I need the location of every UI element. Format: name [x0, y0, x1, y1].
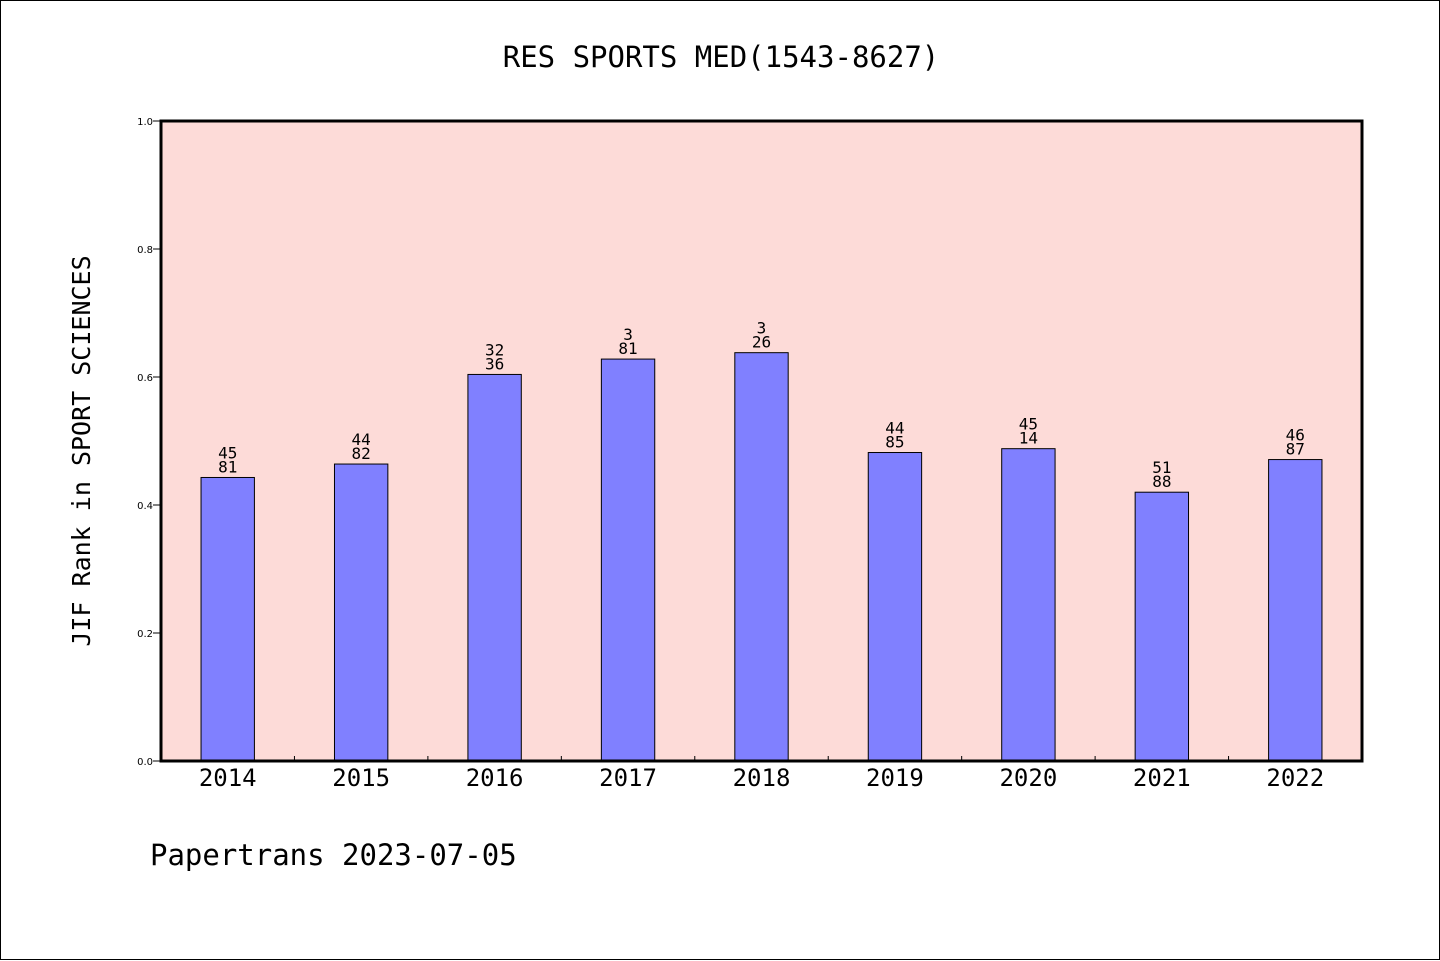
bar-label-bottom-2015: 82	[352, 444, 371, 463]
plot-border	[159, 119, 1364, 763]
bar-label-bottom-2017: 81	[618, 339, 637, 358]
bar-2022	[1268, 459, 1323, 762]
bar-label-top-2017: 3	[623, 325, 633, 344]
bar-label-bottom-2018: 26	[752, 333, 771, 352]
y-axis-label: JIF Rank in SPORT SCIENCES	[67, 255, 96, 646]
y-tick-label-0.8: 0.8	[137, 245, 153, 256]
bar-2020	[1001, 448, 1056, 762]
y-tick-label-0.4: 0.4	[137, 501, 153, 512]
x-tick-label-2021: 2021	[1133, 764, 1191, 792]
y-tick-label-1.0: 1.0	[137, 117, 153, 128]
bar-label-bottom-2016: 36	[485, 354, 504, 373]
x-tick-label-2022: 2022	[1266, 764, 1324, 792]
x-tick-label-2018: 2018	[733, 764, 791, 792]
x-tick-label-2017: 2017	[599, 764, 657, 792]
y-tick-label-0.0: 0.0	[137, 757, 153, 768]
bar-label-top-2021: 51	[1152, 458, 1171, 477]
bar-2021	[1134, 491, 1190, 762]
x-axis-ticks: 2014 2015 2016 2017 2018 2019 2020 2021 2022	[199, 756, 1324, 792]
x-tick-label-2016: 2016	[466, 764, 524, 792]
chart-title: RES SPORTS MED(1543-8627)	[503, 40, 940, 74]
bar-label-top-2019: 44	[885, 419, 904, 438]
bar-label-top-2014: 45	[218, 443, 237, 462]
bar-2014	[200, 476, 255, 762]
x-tick-label-2020: 2020	[999, 764, 1057, 792]
bar-label-top-2018: 3	[757, 319, 767, 338]
bar-label-top-2015: 44	[352, 430, 371, 449]
x-tick-label-2014: 2014	[199, 764, 257, 792]
y-axis-ticks: 0.0 0.2 0.4 0.6 0.8 1.0	[137, 117, 161, 768]
bar-label-bottom-2021: 88	[1152, 472, 1171, 491]
bar-2019	[867, 452, 923, 762]
bar-label-bottom-2019: 85	[885, 433, 904, 452]
footer-text: Papertrans 2023-07-05	[150, 838, 517, 872]
bar-label-top-2016: 32	[485, 340, 504, 359]
y-tick-label-0.2: 0.2	[137, 629, 153, 640]
bar-2016	[467, 373, 522, 762]
bar-label-bottom-2022: 87	[1286, 440, 1305, 459]
bar-2017	[600, 358, 656, 762]
bar-label-top-2022: 46	[1286, 426, 1305, 445]
y-tick-label-0.6: 0.6	[137, 373, 153, 384]
bars-group	[200, 352, 1323, 762]
bar-label-top-2020: 45	[1019, 415, 1038, 434]
bar-2015	[333, 463, 389, 762]
bar-label-bottom-2020: 14	[1019, 429, 1038, 448]
x-tick-label-2019: 2019	[866, 764, 924, 792]
x-tick-label-2015: 2015	[332, 764, 390, 792]
bar-label-bottom-2014: 81	[218, 457, 237, 476]
bar-2018	[734, 352, 789, 762]
